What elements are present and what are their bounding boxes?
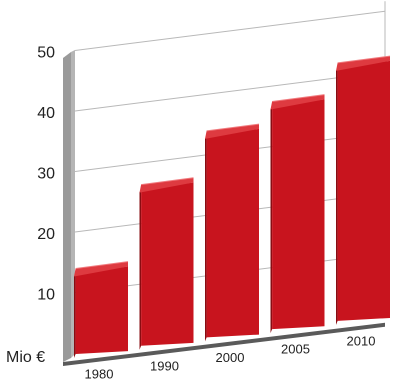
x-tick-label: 1980 (85, 367, 114, 380)
bars (74, 55, 391, 358)
bar-side (139, 189, 142, 350)
x-tick-label: 1990 (150, 358, 179, 373)
bar-top (336, 56, 390, 71)
bar-side (336, 67, 338, 325)
y-tick-label: 50 (37, 45, 55, 62)
y-axis-label: Mio € (6, 349, 45, 366)
gridline (74, 71, 386, 112)
bar-top (205, 124, 259, 139)
bar-top (74, 261, 128, 277)
x-tick-label: 2000 (216, 350, 245, 365)
chart-floor (63, 322, 385, 366)
bar (337, 60, 390, 321)
x-tick-label: 2005 (281, 342, 310, 357)
x-tick-labels: 1980 1990 2000 2005 2010 (85, 333, 376, 380)
bar-top (270, 94, 325, 110)
bar-highlight (337, 55, 391, 64)
x-tick-label: 2010 (347, 333, 376, 348)
y-tick-label: 30 (37, 166, 55, 183)
bar-highlight (272, 94, 325, 102)
bar-top (139, 177, 194, 193)
bar-highlight (206, 123, 260, 132)
y-tick-label: 10 (37, 287, 55, 304)
bar (141, 182, 194, 346)
bar (206, 128, 259, 338)
bar-side (205, 135, 207, 342)
y-tick-labels: 10 20 30 40 50 (37, 45, 55, 304)
gridline (74, 10, 386, 51)
bar-side (74, 273, 76, 358)
bar (272, 99, 325, 330)
y-tick-label: 20 (37, 226, 55, 243)
y-tick-label: 40 (37, 105, 55, 122)
bar (75, 266, 128, 354)
bar-highlight (75, 261, 129, 269)
bar-side (270, 106, 273, 334)
bar-highlight (141, 177, 194, 186)
axis-wall-side (63, 52, 71, 362)
